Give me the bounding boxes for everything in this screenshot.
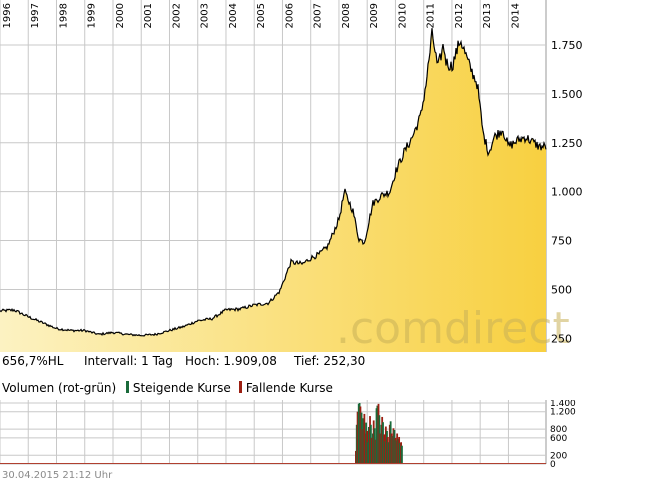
volume-bar xyxy=(362,418,365,464)
value-tick-label: 1.500 xyxy=(551,88,583,101)
volume-tick-label: 0 xyxy=(550,460,556,468)
volume-title: Volumen (rot-grün) xyxy=(2,381,117,395)
volume-bar xyxy=(370,437,373,464)
volume-bar xyxy=(396,433,399,464)
volume-bar xyxy=(359,406,362,464)
value-tick-label: 1.750 xyxy=(551,39,583,52)
value-tick-label: 250 xyxy=(551,332,572,345)
timestamp: 30.04.2015 21:12 Uhr xyxy=(2,470,113,481)
year-tick-label: 2007 xyxy=(313,3,324,28)
price-line xyxy=(0,28,547,337)
year-tick-label: 2003 xyxy=(200,3,211,28)
volume-bar xyxy=(376,405,379,464)
legend-rising: Steigende Kurse xyxy=(126,380,231,396)
volume-bar xyxy=(356,411,359,464)
falling-swatch-icon xyxy=(239,381,242,393)
volume-bar xyxy=(382,422,384,464)
price-area xyxy=(0,28,546,352)
volume-legend: Volumen (rot-grün) Steigende Kurse Falle… xyxy=(0,380,645,396)
year-tick-label: 2001 xyxy=(143,3,154,28)
volume-tick-label: 200 xyxy=(550,451,567,461)
watermark-logo: .comdirect xyxy=(336,303,570,352)
volume-bar xyxy=(367,426,370,464)
legend-rising-label: Steigende Kurse xyxy=(132,381,231,395)
volume-bar xyxy=(379,433,382,464)
volume-bar xyxy=(373,428,376,464)
value-tick-label: 750 xyxy=(551,235,572,248)
value-tick-label: 500 xyxy=(551,283,572,296)
year-tick-label: 2002 xyxy=(171,3,182,28)
volume-tick-label: 800 xyxy=(550,425,567,435)
volume-bar xyxy=(390,433,393,464)
year-tick-label: 1996 xyxy=(2,3,13,28)
volume-bar xyxy=(387,442,390,464)
volume-bar xyxy=(399,443,401,464)
value-tick-label: 1.250 xyxy=(551,137,583,150)
volume-bar xyxy=(365,422,367,464)
value-tick-label: 1.000 xyxy=(551,186,583,199)
year-tick-label: 1997 xyxy=(30,3,41,28)
year-tick-label: 2011 xyxy=(426,3,437,28)
rising-swatch-icon xyxy=(126,381,129,393)
change-value: 656,7%HL xyxy=(2,354,64,368)
price-chart: .comdirect 1996 1997 1998 1999 2000 2001 2002 2… xyxy=(0,0,583,352)
year-tick-label: 2008 xyxy=(341,3,352,28)
year-tick-label: 2013 xyxy=(482,3,493,28)
year-tick-label: 2006 xyxy=(284,3,295,28)
volume-bar xyxy=(393,430,396,464)
year-tick-label: 2014 xyxy=(510,3,521,28)
legend-falling: Fallende Kurse xyxy=(239,380,333,396)
year-tick-label: 2005 xyxy=(256,3,267,28)
year-tick-label: 2012 xyxy=(454,3,465,28)
year-tick-label: 2010 xyxy=(397,3,408,28)
high-value: Hoch: 1.909,08 xyxy=(185,354,277,368)
year-tick-label: 1998 xyxy=(58,3,69,28)
year-tick-label: 1999 xyxy=(87,3,98,28)
volume-tick-label: 1.200 xyxy=(550,408,576,418)
year-tick-label: 2000 xyxy=(115,3,126,28)
legend-falling-label: Fallende Kurse xyxy=(245,381,333,395)
year-tick-label: 2009 xyxy=(369,3,380,28)
volume-tick-label: 600 xyxy=(550,434,567,444)
volume-bar xyxy=(401,445,403,464)
year-tick-label: 2004 xyxy=(228,3,239,28)
info-bar: 656,7%HL Intervall: 1 Tag Hoch: 1.909,08… xyxy=(0,352,645,370)
volume-bar xyxy=(384,426,387,464)
volume-tick-label: 1.400 xyxy=(550,400,576,409)
interval-value: Intervall: 1 Tag xyxy=(84,354,173,368)
low-value: Tief: 252,30 xyxy=(294,354,366,368)
